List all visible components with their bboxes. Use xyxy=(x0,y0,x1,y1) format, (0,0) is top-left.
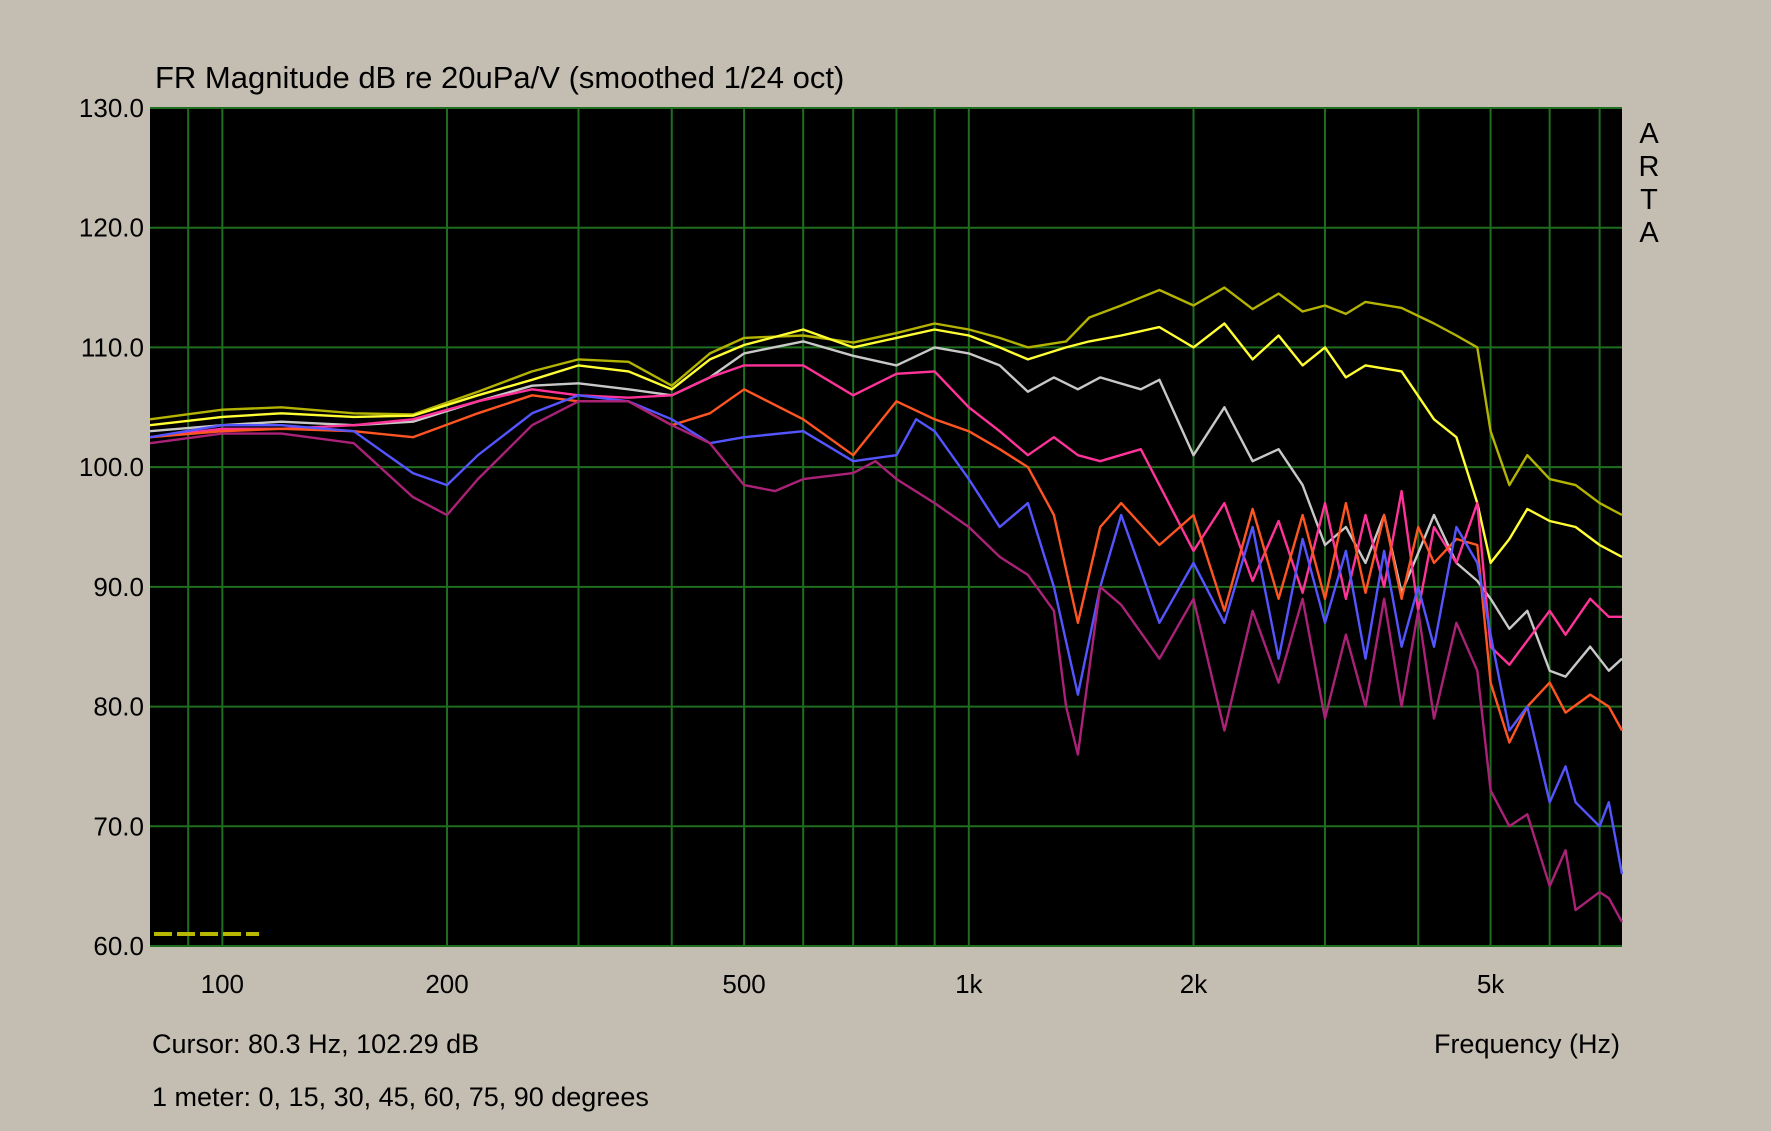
y-axis-ticks: 130.0 120.0 110.0 100.0 90.0 80.0 70.0 60.0 xyxy=(79,93,144,961)
series-lines xyxy=(149,286,1624,923)
x-axis-label: Frequency (Hz) xyxy=(1434,1029,1620,1059)
series-line-7 xyxy=(149,400,1624,923)
x-tick-label: 200 xyxy=(425,969,468,999)
y-tick-label: 90.0 xyxy=(93,572,144,602)
x-tick-label: 1k xyxy=(955,969,983,999)
x-tick-label: 100 xyxy=(201,969,244,999)
y-tick-label: 70.0 xyxy=(93,811,144,841)
y-tick-label: 80.0 xyxy=(93,692,144,722)
x-tick-label: 2k xyxy=(1180,969,1208,999)
x-axis-ticks: 100 200 500 1k 2k 5k xyxy=(201,969,1506,999)
series-line-6 xyxy=(149,394,1624,875)
y-tick-label: 120.0 xyxy=(79,213,144,243)
x-tick-label: 500 xyxy=(722,969,765,999)
series-line-2 xyxy=(149,322,1623,565)
plot-area[interactable] xyxy=(150,108,1622,946)
y-tick-label: 110.0 xyxy=(81,332,144,362)
series-line-4 xyxy=(149,364,1622,666)
measurement-note: 1 meter: 0, 15, 30, 45, 60, 75, 90 degre… xyxy=(152,1082,649,1112)
y-tick-label: 100.0 xyxy=(79,452,144,482)
chart-title: FR Magnitude dB re 20uPa/V (smoothed 1/2… xyxy=(155,60,844,95)
series-line-1 xyxy=(149,286,1623,517)
x-tick-label: 5k xyxy=(1477,969,1505,999)
y-tick-label: 130.0 xyxy=(79,93,144,123)
cursor-readout: Cursor: 80.3 Hz, 102.29 dB xyxy=(152,1029,479,1059)
y-tick-label: 60.0 xyxy=(93,931,144,961)
